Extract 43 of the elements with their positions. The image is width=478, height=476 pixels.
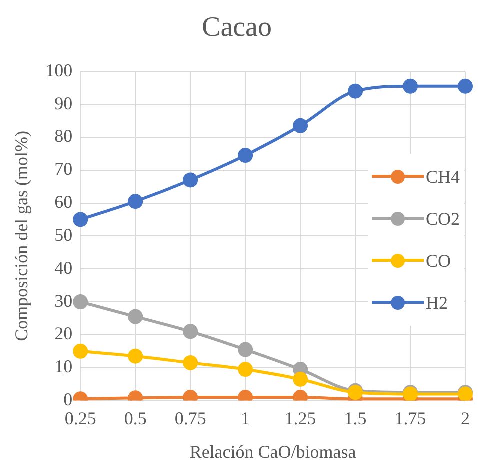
point (238, 148, 254, 164)
point (238, 362, 254, 378)
point (73, 344, 88, 359)
y-tick-label: 100 (46, 60, 73, 80)
legend-label: CH4 (426, 166, 460, 188)
point (238, 342, 254, 358)
y-tick-label: 10 (54, 356, 73, 377)
x-tick-label: 0.25 (64, 408, 96, 428)
point (128, 348, 144, 364)
x-tick-label: 0.5 (124, 408, 147, 428)
y-tick-label: 0 (64, 390, 73, 410)
x-tick-label: 1.75 (394, 408, 426, 428)
point (128, 194, 144, 210)
point (73, 294, 88, 310)
point (128, 309, 144, 324)
legend-label: CO2 (426, 208, 460, 230)
x-tick-label: 0.75 (174, 408, 206, 428)
point (183, 355, 198, 370)
point (73, 212, 88, 228)
point (403, 78, 418, 94)
x-tick-label: 1.5 (344, 408, 367, 428)
legend-label: CO (426, 250, 451, 272)
y-tick-label: 60 (54, 192, 73, 212)
x-axis-title: Relación CaO/biomasa (190, 442, 356, 462)
y-tick-label: 70 (54, 159, 73, 180)
y-tick-label: 20 (54, 324, 73, 344)
y-tick-label: 80 (54, 126, 73, 146)
y-tick-label: 50 (54, 224, 73, 245)
x-tick-label: 1.25 (284, 408, 316, 428)
point (348, 84, 364, 99)
point (293, 118, 308, 134)
point (183, 324, 198, 340)
point (183, 172, 198, 188)
y-axis-title: Composición del gas (mol%) (12, 130, 32, 342)
legend-label: H2 (426, 292, 448, 314)
x-tick-label: 1 (241, 408, 250, 428)
y-tick-label: 30 (54, 290, 73, 311)
y-tick-label: 90 (54, 93, 73, 114)
chart-title: Cacao (202, 12, 272, 44)
point (458, 78, 473, 94)
x-tick-label: 2 (461, 408, 470, 428)
y-tick-label: 40 (54, 258, 73, 278)
point (293, 372, 308, 387)
